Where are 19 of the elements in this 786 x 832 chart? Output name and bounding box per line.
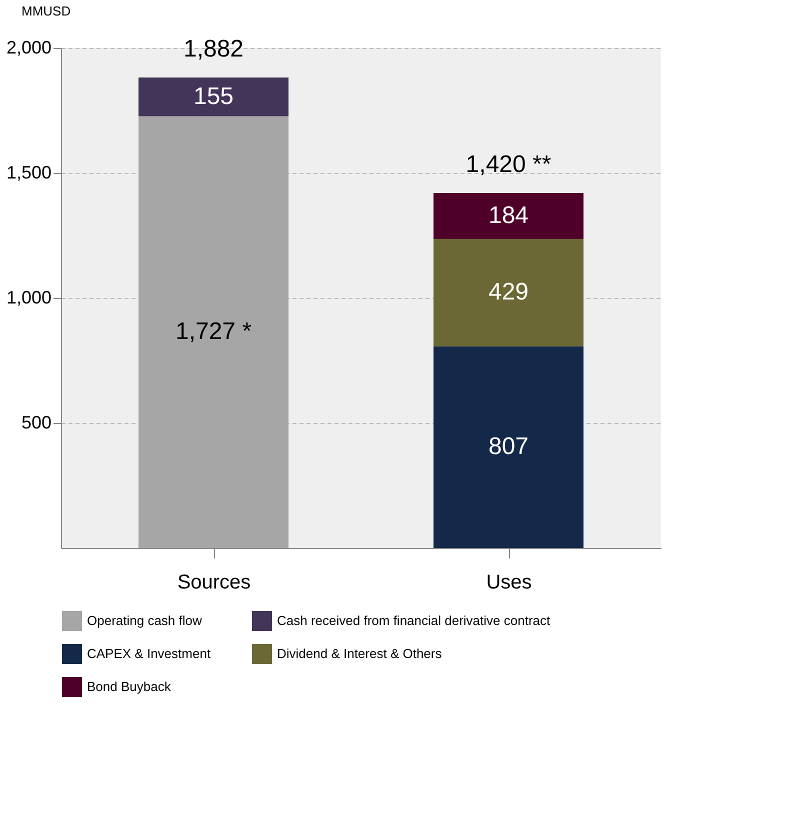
data-label: 807 — [488, 433, 529, 460]
total-label: 1,882 — [183, 36, 244, 62]
y-tick-label: 500 — [21, 412, 52, 432]
legend-label: Operating cash flow — [87, 613, 203, 628]
legend-label: CAPEX & Investment — [87, 646, 211, 661]
x-tick-label: Sources — [177, 572, 251, 594]
y-tick-label: 2,000 — [6, 38, 52, 58]
total-label: 1,420 ** — [466, 151, 552, 178]
legend-label: Bond Buyback — [87, 679, 172, 694]
x-tick-label: Uses — [486, 572, 532, 594]
y-tick-label: 1,500 — [6, 162, 52, 182]
y-tick-label: 1,000 — [6, 288, 52, 308]
legend-label: Cash received from financial derivative contract — [277, 613, 551, 628]
data-label: 184 — [488, 202, 529, 229]
data-label: 429 — [488, 278, 529, 306]
data-label: 155 — [193, 82, 234, 110]
y-axis-title: MMUSD — [22, 4, 71, 18]
legend-label: Dividend & Interest & Others — [277, 646, 442, 661]
data-label: 1,727 * — [175, 318, 252, 346]
